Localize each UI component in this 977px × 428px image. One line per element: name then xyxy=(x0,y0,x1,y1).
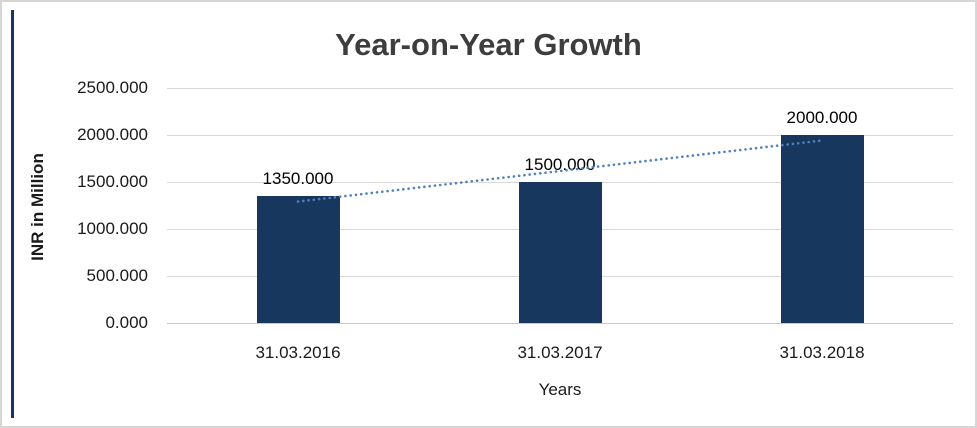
left-accent-line xyxy=(11,10,14,418)
y-tick-label: 2500.000 xyxy=(77,78,148,97)
gridline xyxy=(167,88,953,89)
x-tick-label: 31.03.2018 xyxy=(779,343,865,362)
bar-value-label: 1500.000 xyxy=(524,155,596,174)
chart-title: Year-on-Year Growth xyxy=(335,27,642,62)
bar xyxy=(780,135,864,323)
x-axis-line xyxy=(167,323,953,324)
y-tick-label: 2000.000 xyxy=(77,125,148,144)
y-tick-label: 0.000 xyxy=(105,313,148,332)
y-tick-label: 1000.000 xyxy=(77,219,148,238)
bar xyxy=(256,196,340,323)
bar-value-label: 1350.000 xyxy=(262,169,334,189)
x-tick-label: 31.03.2016 xyxy=(255,343,341,362)
y-tick-label: 500.000 xyxy=(86,266,148,285)
x-axis-title: Years xyxy=(538,380,582,399)
y-tick-label: 1500.000 xyxy=(77,172,148,191)
bar-value-label: 2000.000 xyxy=(786,108,858,127)
bar xyxy=(518,182,602,323)
x-tick-label: 31.03.2017 xyxy=(517,343,603,362)
